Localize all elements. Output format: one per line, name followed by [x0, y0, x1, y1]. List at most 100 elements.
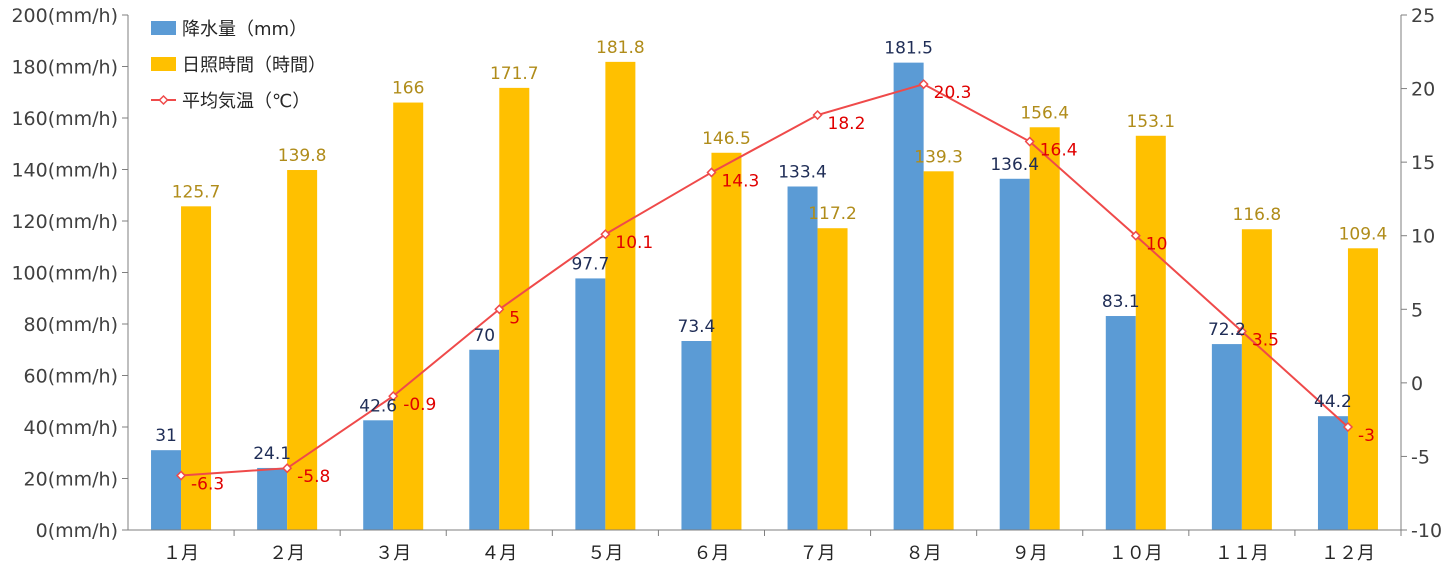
temperature-point: [1130, 230, 1141, 241]
right-tick-label: -5: [1411, 446, 1430, 468]
temperature-point: [600, 229, 611, 240]
temperature-label: 10.1: [615, 233, 653, 253]
precip-label: 133.4: [778, 162, 827, 182]
temperature-line: [175, 79, 1354, 481]
category-label: ９月: [1012, 543, 1048, 564]
precip-label: 97.7: [571, 254, 609, 274]
temperature-point: [388, 391, 399, 402]
left-tick-label: 100(mm/h): [11, 263, 118, 285]
left-tick-label: 80(mm/h): [24, 314, 118, 336]
right-tick-label: 20: [1411, 79, 1435, 101]
precip-bar: [257, 467, 288, 530]
temperature-label: -6.3: [191, 475, 224, 495]
right-tick-label: -10: [1411, 520, 1442, 542]
precip-label: 73.4: [678, 317, 716, 337]
sunshine-label: 117.2: [808, 204, 857, 224]
sunshine-label: 109.4: [1339, 224, 1388, 244]
sunshine-bar: [287, 170, 318, 530]
temperature-point: [175, 470, 187, 481]
left-tick-label: 180(mm/h): [11, 57, 118, 79]
precip-bar: [469, 349, 500, 530]
sunshine-bar: [817, 228, 848, 530]
precip-bar: [363, 420, 394, 530]
left-tick-label: 0(mm/h): [36, 520, 118, 542]
right-tick-label: 15: [1411, 152, 1435, 174]
precip-label: 70: [473, 326, 495, 346]
sunshine-bar: [1029, 127, 1060, 531]
right-axis: -10 -5 0 5 10 15 20 25: [1401, 5, 1442, 542]
temperature-point: [282, 463, 293, 474]
precip-label: 24.1: [253, 444, 291, 464]
category-label: ６月: [693, 543, 729, 564]
sunshine-label: 116.8: [1233, 205, 1282, 225]
sunshine-bar: [1135, 135, 1166, 530]
right-tick-label: 0: [1411, 373, 1423, 395]
sunshine-label: 156.4: [1020, 103, 1069, 123]
temperature-label: 3.5: [1252, 330, 1279, 350]
left-tick-label: 40(mm/h): [24, 417, 118, 439]
category-label: ３月: [375, 543, 411, 564]
left-tick-label: 160(mm/h): [11, 108, 118, 130]
category-label: １０月: [1109, 543, 1163, 564]
category-label: ５月: [587, 543, 623, 564]
temperature-point: [1236, 326, 1247, 337]
temperature-point: [812, 109, 823, 121]
right-tick-label: 25: [1411, 5, 1435, 27]
legend-swatch-precip: [151, 21, 176, 35]
temperature-point: [1024, 136, 1035, 147]
temperature-label: 18.2: [828, 114, 866, 134]
temperature-label: 16.4: [1040, 141, 1078, 161]
sunshine-bar: [605, 61, 636, 531]
temperature-label: -3: [1358, 426, 1375, 446]
left-tick-label: 20(mm/h): [24, 469, 118, 491]
legend-label-sunshine: 日照時間（時間）: [182, 55, 326, 76]
left-axis: 0(mm/h) 20(mm/h) 40(mm/h) 60(mm/h) 80(mm/h) 1…: [11, 5, 128, 542]
temperature-point: [706, 167, 717, 178]
category-label: ８月: [906, 543, 942, 564]
temperature-point: [918, 79, 929, 90]
sunshine-bar: [1241, 229, 1272, 531]
precip-label: 72.2: [1208, 320, 1246, 340]
sunshine-label: 139.3: [914, 147, 963, 167]
category-label: １２月: [1321, 543, 1375, 564]
sunshine-label: 166: [392, 79, 424, 99]
precip-bar: [1211, 344, 1242, 530]
data-labels: 31 125.7 24.1 139.8 42.6 166 70 171.7 97.7 181.8 7…: [155, 38, 1387, 495]
precip-label: 42.6: [359, 396, 397, 416]
temperature-point: [494, 304, 505, 315]
temperature-label: 14.3: [721, 171, 759, 191]
precip-label: 31: [155, 426, 177, 446]
category-label: ４月: [481, 543, 517, 564]
precip-bar: [575, 278, 606, 530]
left-tick-label: 120(mm/h): [11, 211, 118, 233]
legend-label-temperature: 平均気温（℃）: [182, 91, 310, 112]
right-tick-label: 5: [1411, 299, 1423, 321]
precip-bar: [681, 340, 712, 530]
bar-series: [151, 61, 1378, 531]
sunshine-label: 153.1: [1126, 112, 1175, 132]
left-tick-label: 200(mm/h): [11, 5, 118, 27]
precip-label: 44.2: [1314, 392, 1352, 412]
precip-bar: [787, 186, 818, 530]
sunshine-label: 139.8: [278, 146, 327, 166]
legend: 降水量（mm） 日照時間（時間） 平均気温（℃）: [151, 19, 326, 112]
temperature-label: -0.9: [403, 395, 436, 415]
sunshine-bar: [1347, 248, 1378, 531]
left-tick-label: 140(mm/h): [11, 160, 118, 182]
precip-bar: [1317, 416, 1348, 530]
legend-swatch-sunshine: [151, 57, 176, 71]
precip-label: 136.4: [990, 155, 1039, 175]
precip-bar: [1105, 316, 1136, 530]
temperature-line-path: [180, 83, 1349, 477]
sunshine-label: 171.7: [490, 64, 539, 84]
precip-label: 83.1: [1102, 292, 1140, 312]
category-label: １１月: [1215, 543, 1269, 564]
sunshine-bar: [923, 171, 954, 531]
axis-lines: [127, 15, 1402, 531]
precip-bar: [893, 62, 924, 530]
sunshine-label: 125.7: [172, 182, 221, 202]
right-tick-label: 10: [1411, 226, 1435, 248]
category-label: １月: [163, 543, 199, 564]
sunshine-label: 181.8: [596, 38, 645, 58]
